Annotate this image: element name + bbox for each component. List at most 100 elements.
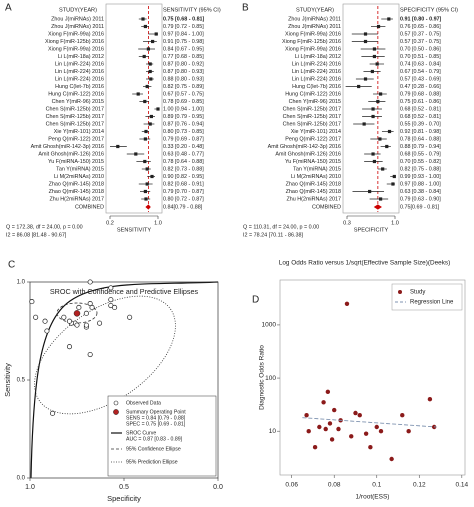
study-point bbox=[374, 424, 379, 430]
study-label: Zhao Q(miR-145) 2018 bbox=[286, 189, 341, 195]
point-estimate bbox=[134, 152, 138, 156]
x-axis-label: SPECIFICITY bbox=[354, 227, 389, 233]
study-label: Xie Y(miR-101) 2014 bbox=[54, 129, 104, 135]
legend-label: SPEC = 0.75 [0.69 - 0.81] bbox=[126, 421, 186, 427]
value-label: 0.77 [0.68 - 0.85] bbox=[163, 54, 204, 60]
x-tick-label: 0.08 bbox=[328, 482, 341, 489]
y-tick-label: 10 bbox=[269, 428, 277, 435]
legend-symbol bbox=[113, 400, 119, 406]
observed-point bbox=[83, 310, 89, 316]
study-label: Tan Y(miRNA) 2015 bbox=[293, 166, 341, 172]
point-estimate bbox=[145, 182, 149, 186]
value-label: 0.79 [0.68 - 0.88] bbox=[400, 91, 441, 97]
point-estimate bbox=[363, 32, 368, 36]
x-tick-label: 0.1 bbox=[372, 482, 381, 489]
chart-title: Log Odds Ratio versus 1/sqrt(Effective S… bbox=[279, 260, 450, 267]
study-label: Amit Ghosh(miR-142-3p) 2016 bbox=[31, 144, 104, 150]
value-label: 0.78 [0.64 - 0.88] bbox=[163, 159, 204, 165]
point-estimate bbox=[378, 137, 382, 141]
point-estimate bbox=[371, 152, 375, 156]
study-label: Chen S(miR-125b) 2017 bbox=[283, 106, 341, 112]
point-estimate bbox=[371, 107, 375, 111]
study-label: Xiong F(miR-99a) 2016 bbox=[48, 46, 104, 52]
study-label: Xiong F(miR-99a) 2016 bbox=[48, 31, 104, 37]
x-tick-label: 1.0 bbox=[25, 484, 35, 491]
value-label: 0.79 [0.69 - 0.87] bbox=[163, 136, 204, 142]
value-label: 0.87 [0.76 - 0.94] bbox=[163, 121, 204, 127]
point-estimate bbox=[372, 47, 377, 51]
value-label: 0.91 [0.75 - 0.98] bbox=[163, 39, 204, 45]
point-estimate bbox=[150, 174, 154, 179]
study-point bbox=[321, 400, 326, 405]
observed-point bbox=[97, 320, 103, 326]
point-estimate bbox=[146, 47, 150, 51]
point-estimate bbox=[371, 114, 375, 119]
observed-point bbox=[50, 410, 56, 416]
study-point bbox=[325, 389, 331, 395]
value-label: 0.79 [0.72 - 0.85] bbox=[163, 24, 204, 30]
panel-label: D bbox=[252, 295, 259, 306]
point-estimate bbox=[372, 159, 377, 164]
point-estimate bbox=[376, 24, 381, 29]
study-label: Li L(miR-18a) 2012 bbox=[295, 54, 341, 60]
y-tick-label: 1000 bbox=[262, 322, 277, 329]
combined-label: COMBINED bbox=[312, 204, 341, 210]
legend-label: Observed Data bbox=[126, 400, 161, 406]
study-point bbox=[317, 424, 322, 430]
y-tick-label: 0.5 bbox=[17, 378, 26, 384]
point-estimate bbox=[143, 24, 147, 29]
study-label: Lin L(miR-224) 2016 bbox=[55, 61, 104, 67]
value-label: 0.78 [0.64 - 0.88] bbox=[400, 136, 441, 142]
value-label: 0.88 [0.80 - 0.93] bbox=[163, 76, 204, 82]
study-point bbox=[368, 445, 373, 450]
study-label: Zhao Q(miR-145) 2018 bbox=[49, 189, 104, 195]
value-label: 0.78 [0.69 - 0.85] bbox=[163, 99, 204, 105]
point-estimate bbox=[148, 122, 152, 126]
value-label: 0.87 [0.80 - 0.92] bbox=[163, 61, 204, 67]
x-axis-label: 1/root(ESS) bbox=[356, 494, 390, 501]
point-estimate bbox=[143, 159, 147, 164]
combined-label: COMBINED bbox=[75, 204, 104, 210]
y-tick-label: 0.0 bbox=[17, 476, 26, 482]
x-tick-label: 0.06 bbox=[285, 482, 298, 489]
study-point bbox=[306, 429, 311, 434]
value-label: 0.99 [0.93 - 1.00] bbox=[400, 174, 441, 180]
plot-frame bbox=[279, 279, 466, 476]
regression-line bbox=[302, 417, 437, 428]
study-point bbox=[363, 431, 369, 436]
study-label: Li M(2miRNAs) 2010 bbox=[54, 174, 104, 180]
study-label: Hung C(let-7b) 2016 bbox=[292, 84, 341, 90]
study-point bbox=[344, 301, 350, 306]
legend-label: SROC Curve bbox=[126, 430, 156, 436]
value-label: 0.84 [0.67 - 0.95] bbox=[163, 46, 204, 52]
x-axis-label: SENSITIVITY bbox=[117, 227, 151, 233]
point-estimate bbox=[136, 92, 140, 96]
value-label: 0.67 [0.57 - 0.75] bbox=[163, 91, 204, 97]
study-label: Amit Ghosh(miR-126) 2016 bbox=[275, 151, 341, 157]
study-label: Xie Y(miR-101) 2014 bbox=[291, 129, 341, 135]
panel-label: B bbox=[242, 3, 249, 14]
confidence-ellipse bbox=[56, 302, 98, 324]
study-label: Hung C(let-7b) 2016 bbox=[55, 84, 104, 90]
study-point bbox=[353, 410, 358, 416]
x-tick-label: 0.14 bbox=[455, 482, 468, 489]
plot-frame bbox=[105, 3, 163, 214]
study-point bbox=[336, 426, 341, 432]
x-tick-label: 0.0 bbox=[213, 484, 223, 491]
value-label: 0.74 [0.63 - 0.84] bbox=[400, 61, 441, 67]
observed-point bbox=[66, 318, 73, 324]
point-estimate bbox=[116, 144, 120, 149]
value-label: 0.82 [0.75 - 0.88] bbox=[400, 166, 441, 172]
value-label: 0.90 [0.82 - 0.95] bbox=[163, 174, 204, 180]
study-label: Chen S(miR-125b) 2017 bbox=[46, 121, 104, 127]
x-tick-label: 0.3 bbox=[343, 220, 351, 226]
value-label: 0.92 [0.81 - 0.98] bbox=[400, 129, 441, 135]
study-label: Hung C(miR-122) 2016 bbox=[285, 91, 341, 97]
study-label: Zhou J(miRNAs) 2011 bbox=[51, 24, 104, 30]
study-point bbox=[378, 429, 384, 434]
value-label: 0.63 [0.38 - 0.84] bbox=[400, 189, 441, 195]
study-point bbox=[304, 413, 309, 418]
study-point bbox=[332, 407, 337, 413]
point-estimate bbox=[142, 54, 146, 59]
